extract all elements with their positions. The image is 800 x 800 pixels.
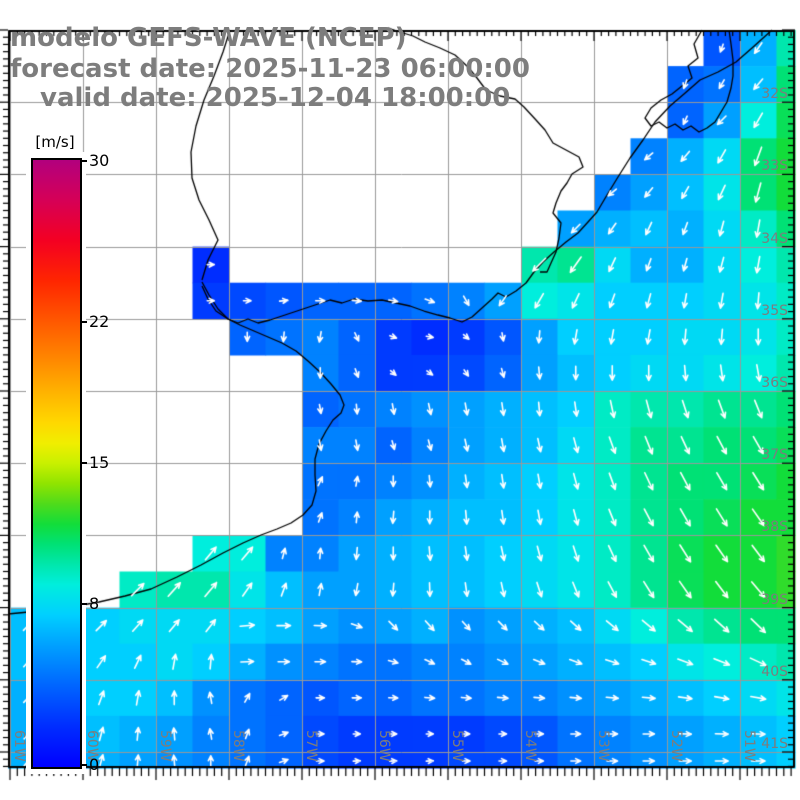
colorbar-tick-mark (80, 602, 87, 605)
lat-tick-label: 32S (761, 86, 788, 103)
lon-tick-label: 55W (449, 730, 465, 762)
colorbar-unit-label: [m/s] (35, 133, 75, 151)
lon-tick-label: 52W (668, 730, 684, 762)
lat-tick-label: 37S (761, 447, 788, 464)
colorbar-tick-mark (80, 160, 87, 162)
lat-tick-label: 33S (761, 158, 788, 175)
colorbar-tick-label: 22 (89, 312, 110, 332)
lon-tick-label: 54W (522, 730, 538, 762)
page-title: modelo GEFS-WAVE (NCEP) (10, 23, 407, 53)
lat-tick-label: 39S (761, 591, 788, 608)
lat-tick-label: 40S (761, 663, 788, 680)
lat-tick-label: 34S (761, 230, 788, 247)
lat-tick-label: 35S (761, 302, 788, 319)
colorbar-tick-mark (80, 462, 87, 464)
colorbar-tick-mark (80, 321, 87, 324)
lon-tick-label: 59W (157, 730, 173, 762)
lon-tick-label: 61W (11, 730, 27, 762)
lon-tick-label: 58W (230, 730, 246, 762)
lat-tick-label: 41S (761, 736, 788, 752)
colorbar-tick-mark (80, 764, 87, 766)
colorbar-tick-label: 0 (89, 755, 100, 774)
lon-tick-label: 56W (376, 730, 392, 762)
lon-tick-label: 53W (595, 730, 611, 762)
colorbar-tick-label: 30 (89, 151, 110, 170)
colorbar (26, 152, 86, 774)
forecast-date-line: forecast date: 2025-11-23 06:00:00 (10, 54, 530, 84)
colorbar-tick-label: 15 (89, 453, 110, 472)
lon-tick-label: 57W (303, 730, 319, 762)
colorbar-tick-label: 8 (89, 593, 100, 613)
lat-tick-label: 38S (761, 519, 788, 536)
valid-date-line: valid date: 2025-12-04 18:00:00 (40, 83, 511, 113)
colorbar-gradient (31, 158, 82, 769)
lat-tick-label: 36S (761, 375, 788, 391)
